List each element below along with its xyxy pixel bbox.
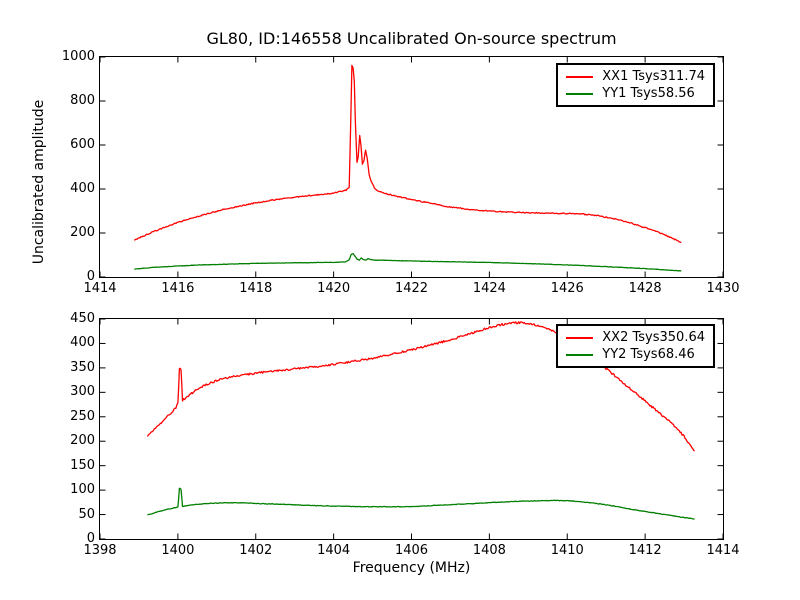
yy1-line-swatch bbox=[566, 92, 594, 95]
legend-item: YY2 Tsys68.46 bbox=[566, 346, 705, 363]
legend-item: YY1 Tsys58.56 bbox=[566, 85, 705, 102]
y-tick-label: 50 bbox=[78, 506, 95, 522]
legend-label-xx2: XX2 Tsys350.64 bbox=[602, 329, 705, 345]
series-line-yy1 bbox=[134, 252, 682, 272]
xx2-line-swatch bbox=[566, 336, 594, 339]
series-line-xx1 bbox=[133, 64, 682, 244]
y-tick-label: 0 bbox=[86, 531, 95, 546]
y-tick-label: 300 bbox=[70, 384, 95, 400]
yy2-line-swatch bbox=[566, 353, 594, 356]
x-tick-label: 1400 bbox=[161, 543, 195, 558]
y-tick-label: 350 bbox=[70, 359, 95, 375]
plot-canvas bbox=[100, 57, 723, 277]
legend-label-yy1: YY1 Tsys58.56 bbox=[602, 85, 695, 101]
legend-bottom: XX2 Tsys350.64 YY2 Tsys68.46 bbox=[556, 324, 715, 368]
legend-top: XX1 Tsys311.74 YY1 Tsys58.56 bbox=[556, 63, 715, 107]
x-tick-label: 1398 bbox=[83, 543, 117, 558]
legend-item: XX2 Tsys350.64 bbox=[566, 329, 705, 346]
x-tick-label: 1414 bbox=[706, 543, 740, 558]
y-tick-label: 150 bbox=[70, 457, 95, 473]
x-tick-label: 1406 bbox=[394, 543, 429, 558]
y-tick-label: 250 bbox=[70, 408, 95, 424]
y-tick-label: 800 bbox=[70, 93, 95, 108]
xx1-line-swatch bbox=[566, 75, 594, 78]
y-tick-label: 1000 bbox=[61, 49, 95, 64]
x-tick-label: 1414 bbox=[83, 281, 117, 296]
x-tick-label: 1424 bbox=[472, 281, 506, 296]
legend-label-xx1: XX1 Tsys311.74 bbox=[602, 68, 705, 84]
y-tick-label: 0 bbox=[86, 269, 95, 284]
series-line-yy2 bbox=[147, 487, 695, 520]
y-tick-label: 450 bbox=[70, 311, 95, 326]
x-tick-label: 1408 bbox=[472, 543, 506, 558]
x-tick-label: 1426 bbox=[550, 281, 584, 296]
x-tick-label: 1428 bbox=[628, 281, 662, 296]
x-tick-label: 1412 bbox=[628, 543, 662, 558]
y-tick-label: 400 bbox=[70, 335, 95, 351]
x-tick-label: 1402 bbox=[239, 543, 273, 558]
x-tick-label: 1416 bbox=[161, 281, 195, 296]
legend-item: XX1 Tsys311.74 bbox=[566, 68, 705, 85]
subplot-bottom: XX2 Tsys350.64 YY2 Tsys68.46 bbox=[99, 318, 724, 540]
x-tick-label: 1422 bbox=[394, 281, 429, 296]
subplot-top: XX1 Tsys311.74 YY1 Tsys58.56 bbox=[99, 56, 724, 278]
y-tick-label: 600 bbox=[70, 137, 95, 152]
y-tick-label: 200 bbox=[70, 225, 95, 240]
y-tick-label: 200 bbox=[70, 433, 95, 449]
x-axis-label: Frequency (MHz) bbox=[352, 560, 471, 576]
x-tick-label: 1430 bbox=[706, 281, 740, 296]
x-tick-label: 1404 bbox=[317, 543, 351, 558]
legend-label-yy2: YY2 Tsys68.46 bbox=[602, 346, 695, 362]
y-tick-label: 400 bbox=[70, 181, 95, 196]
figure-title: GL80, ID:146558 Uncalibrated On-source s… bbox=[206, 29, 617, 48]
x-tick-label: 1420 bbox=[317, 281, 351, 296]
y-tick-label: 100 bbox=[70, 482, 95, 498]
x-tick-label: 1418 bbox=[239, 281, 273, 296]
x-tick-label: 1410 bbox=[550, 543, 584, 558]
